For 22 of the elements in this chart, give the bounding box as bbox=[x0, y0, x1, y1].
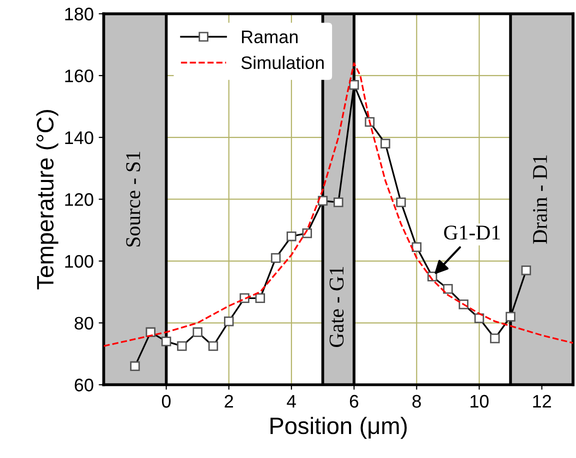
x-tick-label: 6 bbox=[350, 394, 358, 408]
x-tick-label: 12 bbox=[533, 394, 551, 408]
y-axis-title: Temperature (°C) bbox=[36, 110, 58, 290]
legend-label: Raman bbox=[242, 30, 298, 44]
y-tick-label: 80 bbox=[74, 316, 94, 330]
x-tick-label: 8 bbox=[412, 394, 421, 408]
x-tick-label: 4 bbox=[286, 395, 296, 408]
y-tick-label: 60 bbox=[74, 378, 94, 392]
x-axis-title: Position (μm) bbox=[270, 416, 407, 439]
legend-label: Simulation bbox=[241, 56, 324, 70]
band-label: Gate - G1 bbox=[330, 266, 344, 348]
x-tick-label: 10 bbox=[470, 394, 489, 408]
annotation: G1-D1 bbox=[444, 226, 500, 240]
y-tick-label: 100 bbox=[65, 254, 94, 268]
y-tick-label: 140 bbox=[65, 131, 94, 144]
band-label: Source - S1 bbox=[126, 152, 140, 246]
band-label: Drain - D1 bbox=[533, 155, 548, 244]
x-tick-label: 2 bbox=[224, 394, 233, 408]
y-tick-label: 120 bbox=[65, 193, 94, 206]
y-tick-label: 160 bbox=[65, 70, 94, 82]
x-tick-label: 0 bbox=[162, 394, 171, 408]
y-tick-label: 180 bbox=[65, 8, 94, 20]
